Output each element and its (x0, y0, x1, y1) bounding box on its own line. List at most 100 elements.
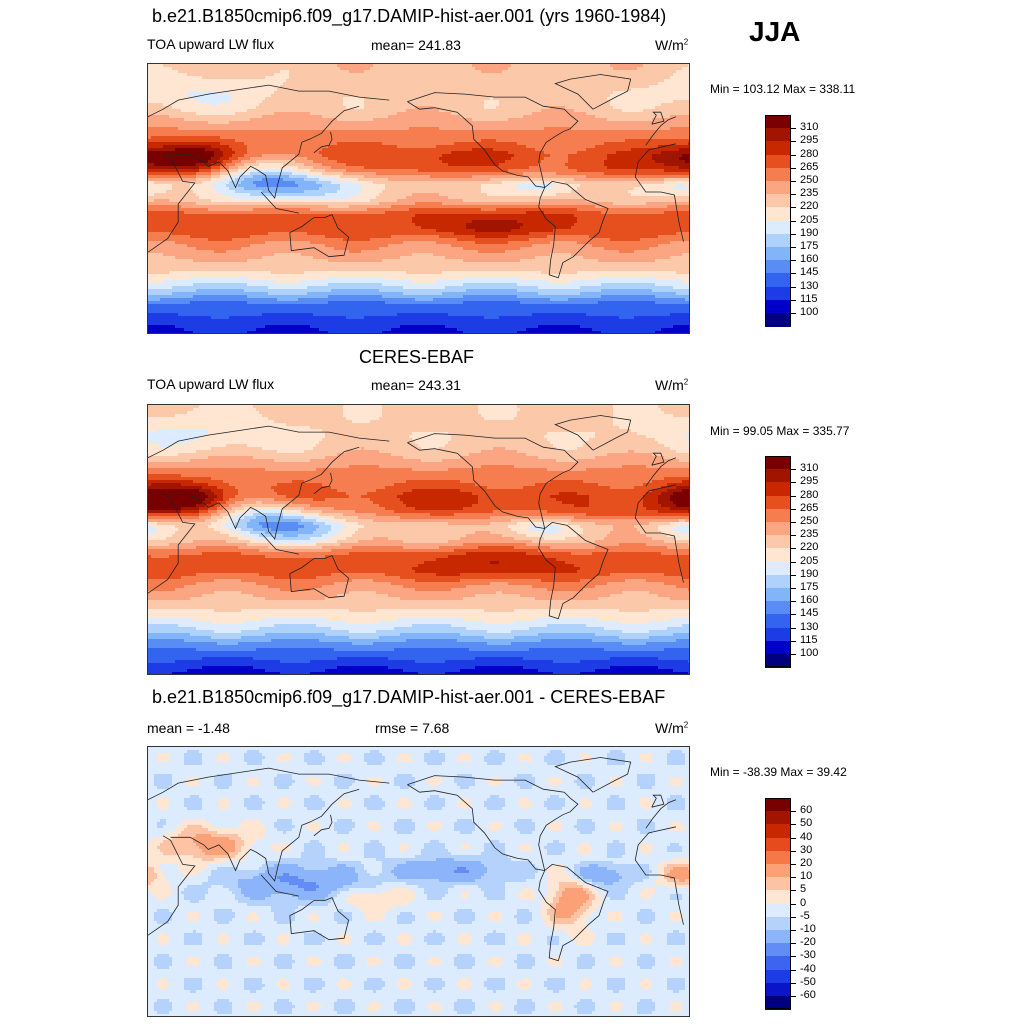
coastline (148, 493, 196, 594)
colorbar-tick-mark (791, 574, 796, 576)
colorbar-tick-label: 160 (800, 253, 818, 265)
coastline (407, 92, 579, 188)
coastline (148, 425, 390, 459)
colorbar-box (765, 982, 791, 997)
colorbar-box (765, 220, 791, 235)
colorbar-box (765, 469, 791, 483)
colorbar-tick-label: 235 (800, 187, 818, 199)
colorbar-tick-label: 265 (800, 502, 818, 514)
panel3-rmse-label: rmse = 7.68 (375, 720, 449, 736)
colorbar-tick-label: 265 (800, 161, 818, 173)
colorbar-tick-label: 220 (800, 541, 818, 553)
colorbar-tick-label: -5 (800, 910, 810, 922)
coastline (634, 176, 684, 242)
colorbar-box (765, 194, 791, 208)
colorbar-box (765, 233, 791, 248)
coastlines (148, 74, 684, 279)
colorbar-tick-mark (791, 864, 796, 865)
coastline (651, 452, 665, 466)
colorbar-tick-label: 130 (800, 621, 818, 633)
colorbar-tick-mark (791, 194, 796, 196)
colorbar-box (765, 482, 791, 497)
colorbar-tick-label: 310 (800, 121, 818, 133)
colorbar-tick-mark (791, 482, 796, 484)
colorbar-box (765, 548, 791, 563)
colorbar-tick-label: 280 (800, 489, 818, 501)
colorbar-tick-label: 10 (800, 870, 812, 882)
colorbar-box (765, 837, 791, 852)
colorbar-tick-mark (791, 903, 796, 905)
coastline (634, 826, 676, 860)
coastline (407, 775, 579, 871)
colorbar-box (765, 273, 791, 288)
coastline (645, 799, 677, 829)
panel1-units: W/m2 (655, 37, 688, 53)
colorbar-tick-mark (791, 299, 796, 301)
colorbar-tick-label: 20 (800, 857, 812, 869)
coastline (538, 180, 609, 279)
colorbar-tick-mark (791, 535, 796, 537)
colorbar-box (765, 811, 791, 825)
colorbar-box (765, 969, 791, 984)
colorbar-tick-label: 100 (800, 306, 818, 318)
panel3-minmax: Min = -38.39 Max = 39.42 (710, 765, 847, 779)
colorbar-tick-label: -30 (800, 949, 816, 961)
coastline (554, 757, 632, 793)
coastline (289, 214, 350, 258)
colorbar-box (765, 561, 791, 576)
colorbar-tick-label: 5 (800, 883, 806, 895)
colorbar-tick-mark (791, 260, 796, 262)
panel3-mean-label: mean = -1.48 (147, 720, 230, 736)
colorbar-tick-mark (791, 811, 796, 813)
coastline (651, 111, 665, 125)
colorbar-tick-mark (791, 601, 796, 603)
colorbar-tick-mark (791, 273, 796, 275)
colorbar-box (765, 627, 791, 642)
colorbar-box (765, 299, 791, 314)
colorbar-tick-label: 50 (800, 817, 812, 829)
colorbar-box (765, 260, 791, 274)
colorbar-box (765, 181, 791, 195)
colorbar-box (765, 128, 791, 142)
map-plot (148, 64, 689, 333)
colorbar-tick-label: 130 (800, 280, 818, 292)
coastlines (148, 415, 684, 620)
colorbar-tick-mark (791, 128, 796, 130)
coastline (148, 152, 196, 253)
coastline (170, 788, 360, 882)
colorbar-box (765, 614, 791, 629)
coastline (260, 532, 299, 555)
colorbar-tick-label: 175 (800, 240, 818, 252)
colorbar-tick-label: 190 (800, 568, 818, 580)
coastline (634, 517, 684, 583)
colorbar-box (765, 864, 791, 878)
colorbar-tick-label: 310 (800, 462, 818, 474)
colorbar-box (765, 247, 791, 261)
colorbar-tick-mark (791, 943, 796, 945)
panel1-mean-label: mean= 241.83 (371, 37, 461, 53)
panel3-colorbar: 60 50 40 30 20 10 5 0 -5 -10 -20 -30 -40 -50 -60 (765, 798, 816, 1010)
colorbar-tick-label: 175 (800, 581, 818, 593)
panel1-colorbar: 310 295 280 265 250 235 220 205 190 175 160 145 130 1… (765, 115, 818, 327)
colorbar-tick-label: 115 (800, 634, 818, 646)
colorbar-tick-mark (791, 247, 796, 248)
colorbar-box (765, 996, 791, 1010)
coastline (148, 835, 196, 936)
colorbar-tick-label: 145 (800, 266, 818, 278)
colorbar-tick-label: 115 (800, 293, 818, 305)
coastline (260, 191, 299, 214)
colorbar-box (765, 167, 791, 182)
colorbar-box (765, 495, 791, 510)
colorbar-box (765, 115, 791, 129)
colorbar-box (765, 508, 791, 523)
colorbar-box (765, 943, 791, 957)
colorbar-box (765, 850, 791, 865)
colorbar-box (765, 154, 791, 169)
colorbar-tick-label: 100 (800, 647, 818, 659)
map-plot (148, 405, 689, 674)
colorbar-tick-label: 250 (800, 515, 818, 527)
colorbar-box (765, 916, 791, 931)
colorbar-tick-mark (791, 313, 796, 314)
colorbar-tick-label: 30 (800, 844, 812, 856)
panel2-variable-label: TOA upward LW flux (147, 376, 274, 392)
